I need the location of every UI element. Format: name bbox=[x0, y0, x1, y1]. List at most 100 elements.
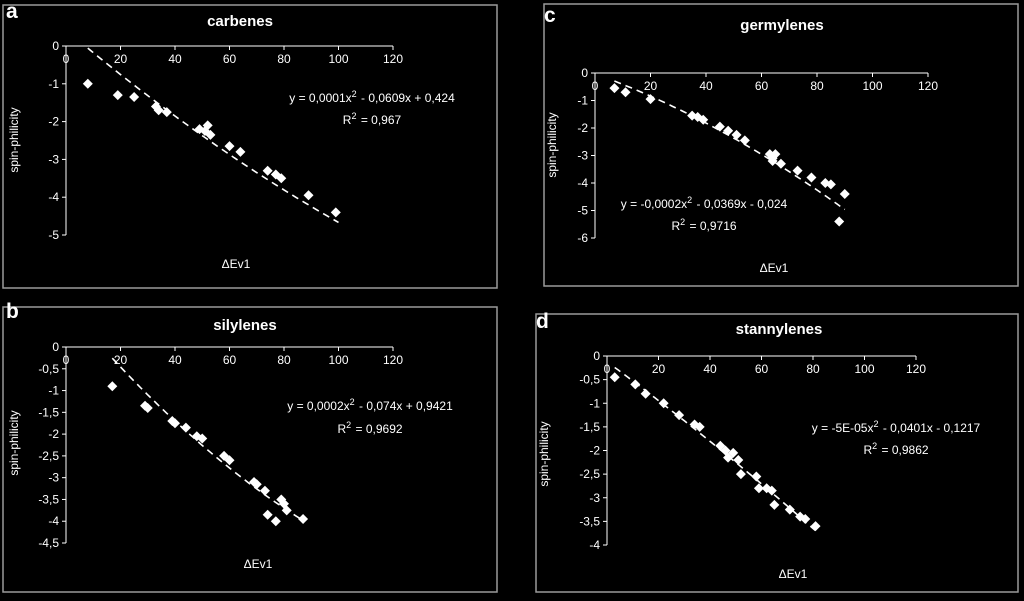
y-tick-label: -0,5 bbox=[579, 373, 600, 387]
data-point bbox=[766, 485, 777, 496]
y-tick-label: -4,5 bbox=[38, 536, 59, 550]
y-tick-label: -3 bbox=[48, 152, 59, 166]
data-point bbox=[224, 141, 235, 152]
data-point bbox=[259, 485, 270, 496]
data-point bbox=[767, 156, 778, 166]
data-point bbox=[674, 410, 685, 421]
x-tick-label: 40 bbox=[703, 362, 717, 376]
chart-title: carbenes bbox=[207, 13, 273, 30]
y-tick-label: -5 bbox=[48, 228, 59, 242]
x-tick-label: 100 bbox=[862, 79, 882, 93]
y-axis-label: spin-philicity bbox=[7, 107, 21, 172]
data-point bbox=[153, 105, 164, 116]
data-point bbox=[202, 120, 213, 131]
x-tick-label: 40 bbox=[168, 353, 182, 367]
trend-equation: y = 0,0002x2 - 0,074x + 0,9421 bbox=[287, 397, 453, 413]
panel-letter: b bbox=[6, 300, 19, 323]
chart-title: silylenes bbox=[213, 317, 276, 334]
y-tick-label: -2 bbox=[48, 115, 59, 129]
y-tick-label: -1,5 bbox=[38, 405, 59, 419]
data-point bbox=[112, 90, 123, 101]
data-point bbox=[197, 433, 208, 444]
y-tick-label: -4 bbox=[48, 514, 59, 528]
panel-letter: a bbox=[6, 0, 18, 23]
y-tick-label: -1 bbox=[48, 77, 59, 91]
y-tick-label: -2 bbox=[589, 444, 600, 458]
data-point bbox=[800, 514, 811, 525]
chart-title: germylenes bbox=[740, 17, 823, 34]
x-axis-label: ΔEv1 bbox=[244, 557, 273, 571]
y-tick-label: 0 bbox=[52, 39, 59, 53]
data-point bbox=[694, 421, 705, 432]
data-point bbox=[795, 511, 806, 522]
y-tick-label: -1 bbox=[589, 396, 600, 410]
y-tick-label: -3 bbox=[48, 471, 59, 485]
panel-b: silylenes 0 20 40 60 80 100 120 0 -0,5 -1 -1,5 -2 -2,… bbox=[0, 298, 500, 594]
x-tick-label: 0 bbox=[63, 52, 70, 66]
panel-a: carbenes 0 20 40 60 80 100 120 0 -1 -2 -3 -4 -5 ΔEv1 sp… bbox=[0, 0, 500, 290]
data-point bbox=[751, 471, 762, 482]
x-tick-label: 60 bbox=[755, 79, 769, 93]
x-tick-label: 80 bbox=[277, 52, 291, 66]
x-tick-label: 60 bbox=[755, 362, 769, 376]
x-tick-label: 100 bbox=[328, 52, 348, 66]
data-point bbox=[834, 216, 845, 227]
x-tick-label: 80 bbox=[810, 79, 824, 93]
data-point bbox=[723, 452, 734, 463]
y-tick-label: -3 bbox=[577, 149, 588, 163]
data-point bbox=[658, 398, 669, 409]
y-axis-label: spin-philicity bbox=[537, 421, 551, 486]
panel-letter: c bbox=[544, 4, 556, 27]
data-point bbox=[810, 521, 821, 532]
trend-equation: y = -0,0002x2 - 0,0369x - 0,024 bbox=[621, 195, 788, 211]
data-point bbox=[224, 455, 235, 466]
x-tick-label: 0 bbox=[604, 362, 611, 376]
panel-border bbox=[2, 4, 498, 289]
x-tick-label: 0 bbox=[63, 353, 70, 367]
y-tick-label: -1,5 bbox=[579, 420, 600, 434]
r-squared: R2 = 0,9692 bbox=[337, 420, 402, 436]
data-point bbox=[609, 372, 620, 383]
x-tick-label: 20 bbox=[114, 353, 128, 367]
data-point bbox=[792, 165, 803, 176]
data-point bbox=[129, 92, 140, 103]
x-tick-label: 20 bbox=[114, 52, 128, 66]
y-tick-label: -0,5 bbox=[38, 362, 59, 376]
data-point bbox=[609, 83, 620, 94]
x-axis-label: ΔEv1 bbox=[779, 567, 808, 581]
data-point bbox=[731, 129, 742, 140]
x-axis-label: ΔEv1 bbox=[222, 257, 251, 271]
y-tick-label: -6 bbox=[577, 231, 588, 245]
data-point bbox=[298, 514, 309, 525]
y-tick-label: 0 bbox=[581, 66, 588, 80]
r-squared: R2 = 0,9862 bbox=[863, 441, 928, 457]
data-point bbox=[170, 418, 180, 429]
trend-equation: y = -5E-05x2 - 0,0401x - 0,1217 bbox=[812, 419, 981, 435]
y-tick-label: 0 bbox=[593, 349, 600, 363]
x-tick-label: 60 bbox=[223, 52, 237, 66]
x-tick-label: 120 bbox=[906, 362, 926, 376]
data-point bbox=[720, 445, 731, 456]
r-squared: R2 = 0,9716 bbox=[671, 217, 736, 233]
data-point bbox=[698, 114, 709, 125]
trendline bbox=[111, 357, 304, 522]
y-tick-label: -3 bbox=[589, 491, 600, 505]
data-point bbox=[825, 179, 836, 190]
data-point bbox=[739, 135, 750, 146]
data-point bbox=[205, 129, 216, 140]
y-tick-label: -1 bbox=[48, 384, 59, 398]
x-tick-label: 20 bbox=[652, 362, 666, 376]
data-point bbox=[714, 121, 725, 132]
data-point bbox=[775, 158, 786, 169]
data-point bbox=[262, 509, 273, 520]
y-axis-label: spin-philicity bbox=[7, 410, 21, 475]
data-point bbox=[753, 483, 764, 494]
data-point bbox=[270, 516, 281, 527]
data-point bbox=[764, 149, 775, 160]
y-axis-label: spin-philicity bbox=[545, 112, 559, 177]
panel-border bbox=[2, 306, 498, 593]
x-tick-label: 120 bbox=[918, 79, 938, 93]
y-tick-label: -2,5 bbox=[38, 449, 59, 463]
panel-letter: d bbox=[536, 310, 549, 333]
data-point bbox=[330, 207, 341, 218]
